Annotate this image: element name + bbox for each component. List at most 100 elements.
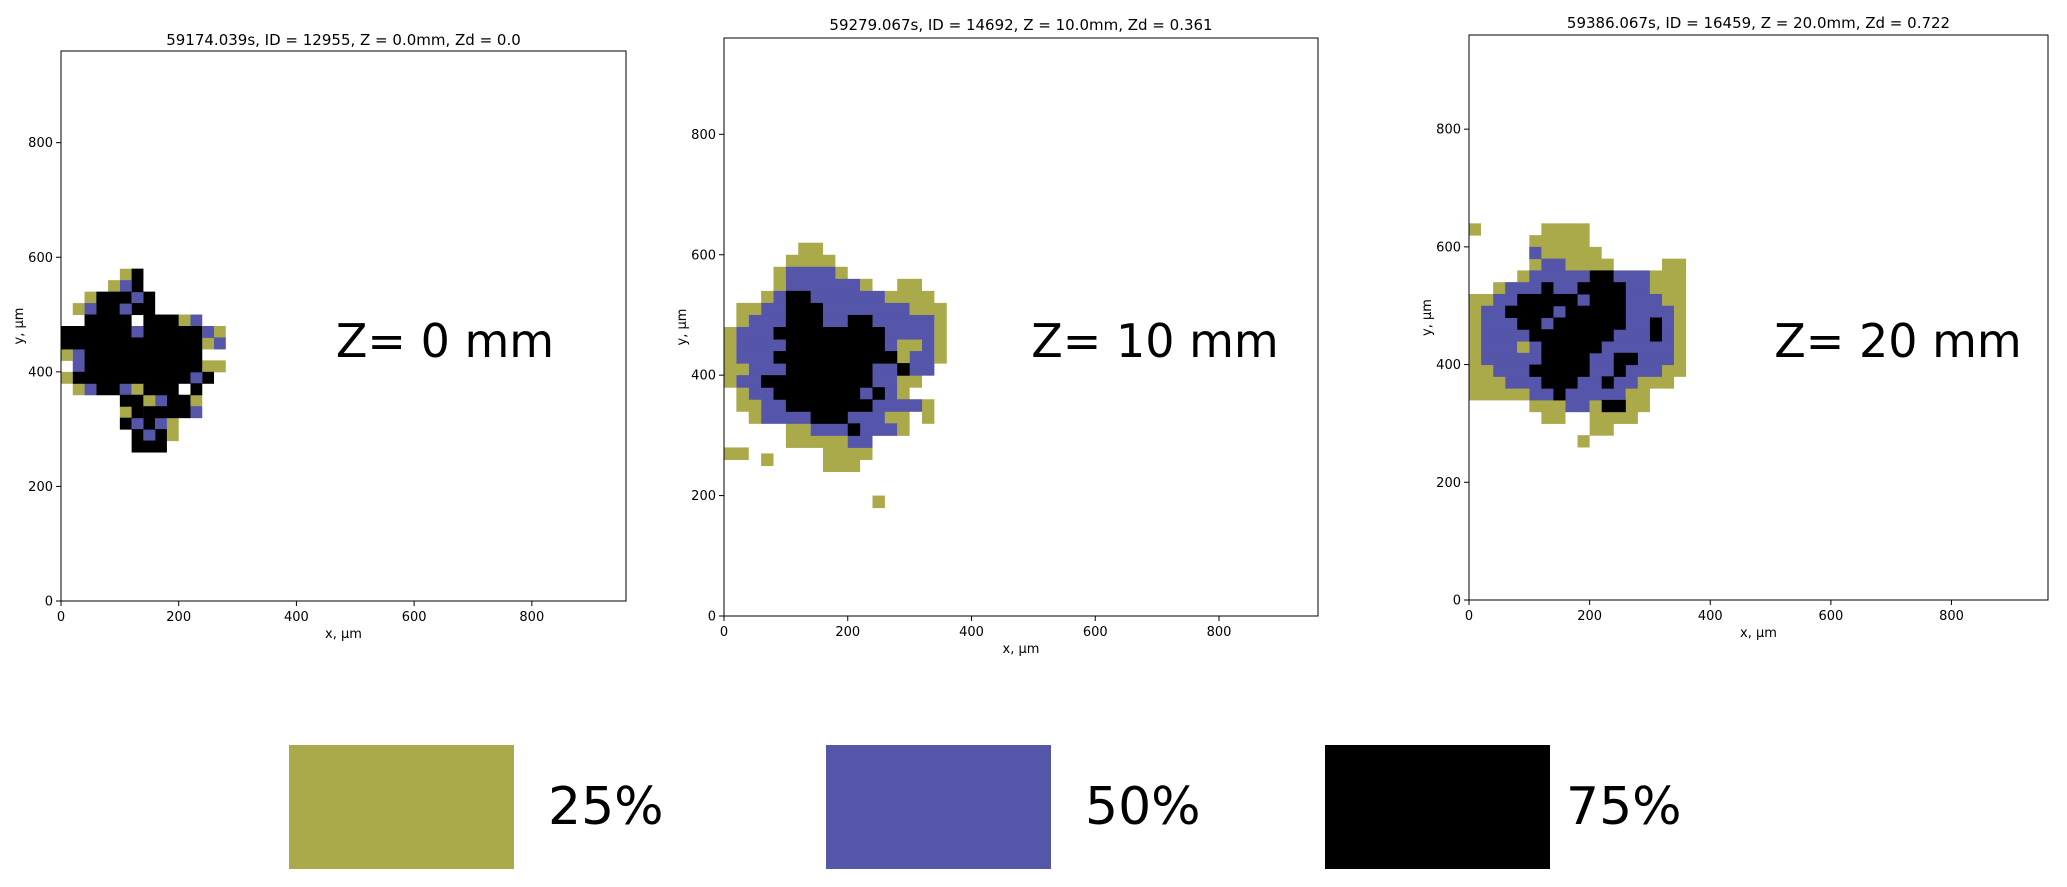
x-tick-label: 400 bbox=[1698, 609, 1723, 624]
x-tick-label: 200 bbox=[166, 610, 191, 625]
heatmap-cell-75 bbox=[143, 383, 179, 396]
heatmap-cell-25 bbox=[1662, 364, 1687, 377]
heatmap-cell-25 bbox=[897, 423, 910, 436]
legend-label-75: 75% bbox=[1566, 777, 1682, 837]
legend-label-25: 25% bbox=[548, 777, 664, 837]
heatmap-cell-75 bbox=[847, 314, 873, 328]
heatmap-cell-25 bbox=[761, 290, 774, 304]
heatmap-cell-25 bbox=[897, 387, 910, 400]
heatmap-cell-75 bbox=[131, 268, 144, 281]
heatmap-cell-75 bbox=[785, 399, 873, 412]
heatmap-cell-25 bbox=[736, 302, 762, 316]
heatmap-cell-75 bbox=[773, 351, 898, 364]
heatmap-cell-75 bbox=[773, 327, 885, 340]
heatmap-cell-75 bbox=[84, 348, 203, 361]
heatmap-cell-25 bbox=[1541, 223, 1590, 236]
y-tick-label: 0 bbox=[708, 610, 716, 625]
legend-label-50: 50% bbox=[1085, 777, 1201, 837]
heatmap-cell-50 bbox=[1565, 399, 1590, 413]
x-tick-label: 400 bbox=[284, 610, 309, 625]
chart-title: 59386.067s, ID = 16459, Z = 20.0mm, Zd =… bbox=[1567, 14, 1950, 32]
heatmap-cell-25 bbox=[773, 278, 786, 292]
heatmap-cell-25 bbox=[860, 278, 873, 292]
heatmap-cell-25 bbox=[1529, 246, 1602, 260]
heatmap-cell-25 bbox=[934, 327, 947, 340]
heatmap-cell-25 bbox=[724, 447, 749, 460]
heatmap-cell-75 bbox=[143, 417, 156, 430]
heatmap-cell-50 bbox=[909, 351, 935, 364]
y-tick-label: 400 bbox=[1436, 358, 1461, 373]
heatmap-cell-50 bbox=[785, 266, 836, 280]
heatmap-cell-25 bbox=[190, 394, 203, 407]
heatmap-cell-25 bbox=[108, 280, 120, 293]
y-axis-label: y, μm bbox=[675, 309, 690, 346]
heatmap-cell-75 bbox=[847, 423, 861, 436]
z-annotation: Z= 10 mm bbox=[1031, 314, 1278, 368]
heatmap-cell-75 bbox=[785, 339, 885, 352]
heatmap-cell-25 bbox=[61, 371, 73, 384]
heatmap-cell-50 bbox=[214, 337, 226, 350]
y-tick-label: 400 bbox=[28, 365, 53, 380]
panel-z0: 59174.039s, ID = 12955, Z = 0.0mm, Zd = … bbox=[12, 31, 627, 642]
x-tick-label: 0 bbox=[1465, 609, 1473, 624]
heatmap-cell-50 bbox=[847, 435, 873, 448]
heatmap-cell-50 bbox=[1613, 270, 1650, 283]
heatmap-cell-25 bbox=[1517, 341, 1530, 354]
heatmap-cell-25 bbox=[922, 399, 935, 412]
heatmap-cell-25 bbox=[736, 314, 749, 328]
x-tick-label: 0 bbox=[720, 625, 728, 640]
y-tick-label: 0 bbox=[45, 595, 53, 610]
heatmap-cell-50 bbox=[131, 417, 144, 430]
heatmap-cell-25 bbox=[1589, 411, 1638, 424]
y-tick-label: 600 bbox=[691, 248, 716, 263]
heatmap-cell-25 bbox=[934, 339, 947, 352]
x-tick-label: 600 bbox=[1818, 609, 1843, 624]
x-axis-label: x, μm bbox=[325, 627, 362, 642]
y-tick-label: 200 bbox=[1436, 476, 1461, 491]
heatmap-cell-25 bbox=[736, 387, 749, 400]
heatmap-cell-25 bbox=[1577, 435, 1590, 448]
legend-swatch-50 bbox=[826, 745, 1051, 869]
heatmap-cell-75 bbox=[84, 314, 132, 327]
heatmap-cell-25 bbox=[143, 394, 156, 407]
heatmap-cell-25 bbox=[1541, 411, 1566, 424]
plot-frame bbox=[1468, 34, 2049, 601]
heatmap-cell-50 bbox=[785, 278, 861, 292]
heatmap-cell-25 bbox=[909, 302, 947, 316]
plot-frame bbox=[60, 50, 627, 602]
heatmap-cell-25 bbox=[119, 268, 132, 281]
heatmap-cell-75 bbox=[773, 387, 861, 400]
heatmap-cell-75 bbox=[872, 387, 885, 400]
heatmap-cell-25 bbox=[724, 327, 737, 340]
heatmap-cell-75 bbox=[1505, 305, 1554, 318]
heatmap-cell-75 bbox=[143, 406, 191, 419]
heatmap-cell-25 bbox=[897, 375, 922, 388]
heatmap-cell-25 bbox=[785, 254, 836, 268]
heatmap-cell-25 bbox=[1589, 423, 1614, 436]
heatmap-cell-75 bbox=[96, 383, 120, 396]
heatmap-cell-75 bbox=[1613, 364, 1626, 377]
heatmap-cell-25 bbox=[798, 242, 823, 256]
chart-title: 59279.067s, ID = 14692, Z = 10.0mm, Zd =… bbox=[829, 16, 1212, 34]
z-annotation: Z= 20 mm bbox=[1774, 314, 2021, 368]
legend-swatch-25 bbox=[289, 745, 514, 869]
heatmap-cell-50 bbox=[119, 303, 132, 316]
heatmap-cell-75 bbox=[202, 371, 215, 384]
panel-z10: 59279.067s, ID = 14692, Z = 10.0mm, Zd =… bbox=[675, 16, 1319, 657]
heatmap-cell-75 bbox=[131, 303, 156, 316]
heatmap-cell-75 bbox=[131, 440, 167, 453]
heatmap-cell-25 bbox=[785, 423, 811, 436]
heatmap-cell-25 bbox=[1469, 329, 1482, 342]
heatmap-cell-25 bbox=[897, 278, 922, 292]
heatmap-cell-50 bbox=[131, 326, 144, 338]
heatmap-cell-75 bbox=[785, 314, 824, 328]
heatmap-cell-50 bbox=[1541, 258, 1566, 271]
y-tick-label: 200 bbox=[28, 480, 53, 495]
y-axis-label: y, μm bbox=[1420, 299, 1435, 336]
heatmap-cell-25 bbox=[724, 339, 737, 352]
heatmap-cell-50 bbox=[748, 314, 935, 328]
heatmap-cell-25 bbox=[166, 417, 179, 430]
x-tick-label: 200 bbox=[1577, 609, 1602, 624]
x-axis-label: x, μm bbox=[1740, 626, 1777, 641]
